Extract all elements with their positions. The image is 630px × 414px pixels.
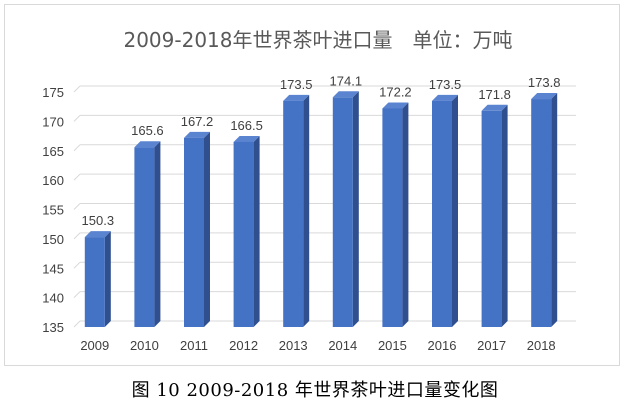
data-labels: 150.3 165.6 167.2 166.5 173.5 174.1 172.2 173.5… [82, 73, 561, 228]
y-tick-label: 160 [42, 173, 64, 188]
bar-side [402, 102, 409, 327]
bar-side [452, 94, 458, 327]
bar-front [233, 141, 254, 327]
bar-side [104, 231, 111, 327]
bar-front [84, 237, 105, 327]
bar [531, 93, 558, 327]
grid-line-depth [73, 232, 81, 240]
data-label: 172.2 [379, 84, 412, 99]
y-axis-ticks: 135 140 145 150 155 160 165 170 175 [42, 85, 64, 335]
data-label: 165.6 [131, 123, 164, 138]
grid-line-depth [73, 261, 81, 269]
bar-front [283, 100, 304, 327]
chart-title: 2009-2018年世界茶叶进口量 单位：万吨 [123, 28, 512, 52]
bar-front [134, 147, 155, 327]
bar-side [253, 135, 260, 327]
data-label: 173.5 [429, 77, 462, 92]
x-axis-ticks: 2009 2010 2011 2012 2013 2014 2015 2016 2017 2018 [80, 338, 555, 353]
bar-top [134, 141, 161, 148]
bar-front [382, 108, 403, 327]
y-tick-label: 145 [42, 261, 64, 276]
bar [84, 231, 111, 327]
figure-caption: 图 10 2009-2018 年世界茶叶进口量变化图 [131, 380, 499, 401]
data-label: 166.5 [230, 118, 263, 133]
bar [432, 94, 458, 327]
bar-front [332, 97, 353, 327]
bar-front [481, 110, 502, 327]
bar-side [551, 93, 558, 327]
y-tick-label: 135 [42, 320, 64, 335]
y-tick-label: 175 [42, 85, 64, 100]
x-tick-label: 2015 [378, 338, 407, 353]
x-tick-label: 2011 [180, 338, 208, 353]
bar-top [184, 131, 210, 138]
y-tick-label: 170 [42, 114, 64, 129]
bar [382, 102, 409, 327]
y-tick-label: 150 [42, 232, 64, 247]
y-tick-label: 140 [42, 291, 64, 306]
bar-top [531, 93, 558, 100]
bar-top [481, 104, 508, 111]
bar-side [154, 141, 161, 327]
x-tick-label: 2016 [428, 338, 457, 353]
data-label: 171.8 [478, 87, 511, 102]
data-label: 150.3 [82, 213, 115, 228]
x-tick-label: 2013 [279, 338, 308, 353]
data-label: 173.8 [528, 75, 561, 90]
bar-side [352, 91, 359, 327]
grid-line-depth [73, 85, 81, 93]
bar-top [432, 94, 458, 101]
bar-front [531, 99, 552, 327]
x-tick-label: 2009 [80, 338, 109, 353]
bar-side [204, 131, 210, 327]
bar [332, 91, 359, 327]
bar [233, 135, 260, 327]
x-tick-label: 2010 [130, 338, 159, 353]
x-tick-label: 2017 [477, 338, 506, 353]
y-tick-label: 155 [42, 203, 64, 218]
grid-line-depth [73, 173, 81, 181]
grid-line-depth [73, 320, 81, 328]
bars [84, 91, 558, 327]
data-label: 167.2 [181, 114, 214, 129]
y-tick-label: 165 [42, 144, 64, 159]
bar [184, 131, 210, 327]
grid-line-depth [73, 203, 81, 210]
bar-top [84, 231, 111, 238]
bar-top [283, 94, 310, 101]
bar-front [432, 100, 452, 327]
bar-top [233, 135, 260, 142]
x-tick-label: 2014 [328, 338, 357, 353]
grid-line-depth [73, 291, 81, 298]
bar-chart: 2009-2018年世界茶叶进口量 单位：万吨 1351401451501551… [42, 28, 576, 353]
bar-top [332, 91, 359, 98]
grid-line-depth [73, 115, 81, 122]
bar-front [184, 137, 204, 327]
bar-top [382, 102, 409, 109]
data-label: 174.1 [330, 73, 363, 88]
x-tick-label: 2018 [527, 338, 556, 353]
bar [481, 104, 508, 327]
bar-side [501, 104, 508, 327]
bar [283, 94, 310, 327]
data-label: 173.5 [280, 77, 313, 92]
bar [134, 141, 161, 327]
grid-line-depth [73, 144, 81, 152]
bar-side [303, 94, 310, 327]
x-tick-label: 2012 [229, 338, 258, 353]
